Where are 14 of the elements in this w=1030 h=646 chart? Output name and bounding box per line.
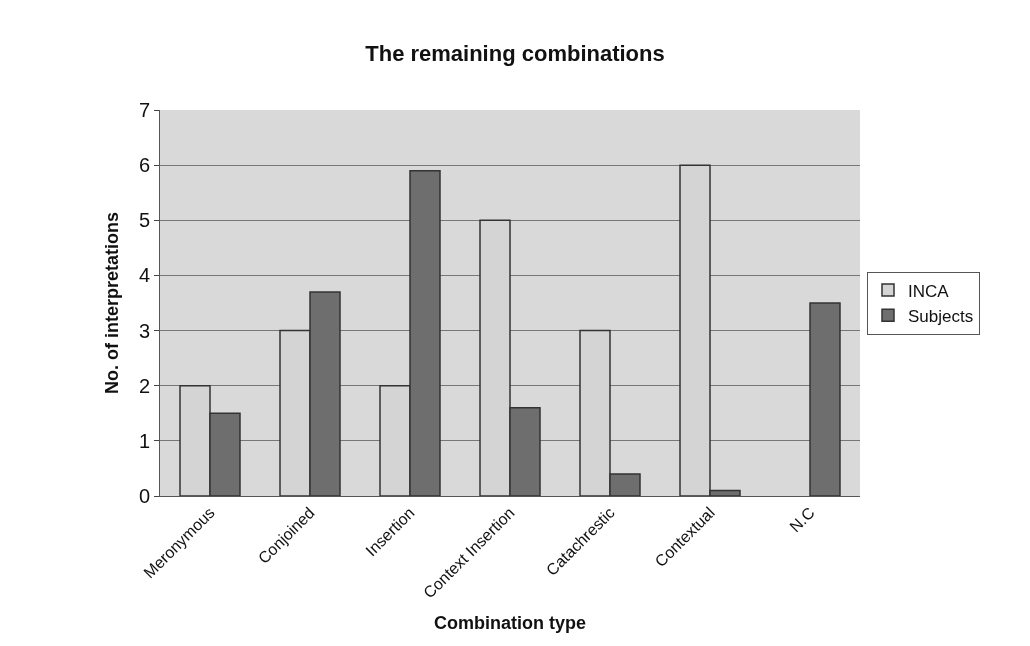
y-tick-label: 5 [138, 209, 150, 232]
y-tick-label: 2 [138, 374, 150, 397]
y-tick-label: 0 [138, 485, 150, 507]
x-axis-title: Combination type [434, 612, 586, 633]
legend-label: Subjects [908, 306, 974, 326]
y-tick-label: 7 [138, 99, 150, 121]
legend-label: INCA [908, 281, 950, 301]
x-tick-label: N.C [786, 503, 818, 536]
y-tick-label: 1 [138, 429, 150, 452]
chart-title: The remaining combinations [365, 40, 665, 66]
y-tick-label: 3 [138, 319, 150, 342]
y-tick-label: 6 [138, 154, 150, 177]
y-axis-title: No. of interpretations [102, 211, 123, 395]
y-tick-label: 4 [138, 264, 150, 287]
